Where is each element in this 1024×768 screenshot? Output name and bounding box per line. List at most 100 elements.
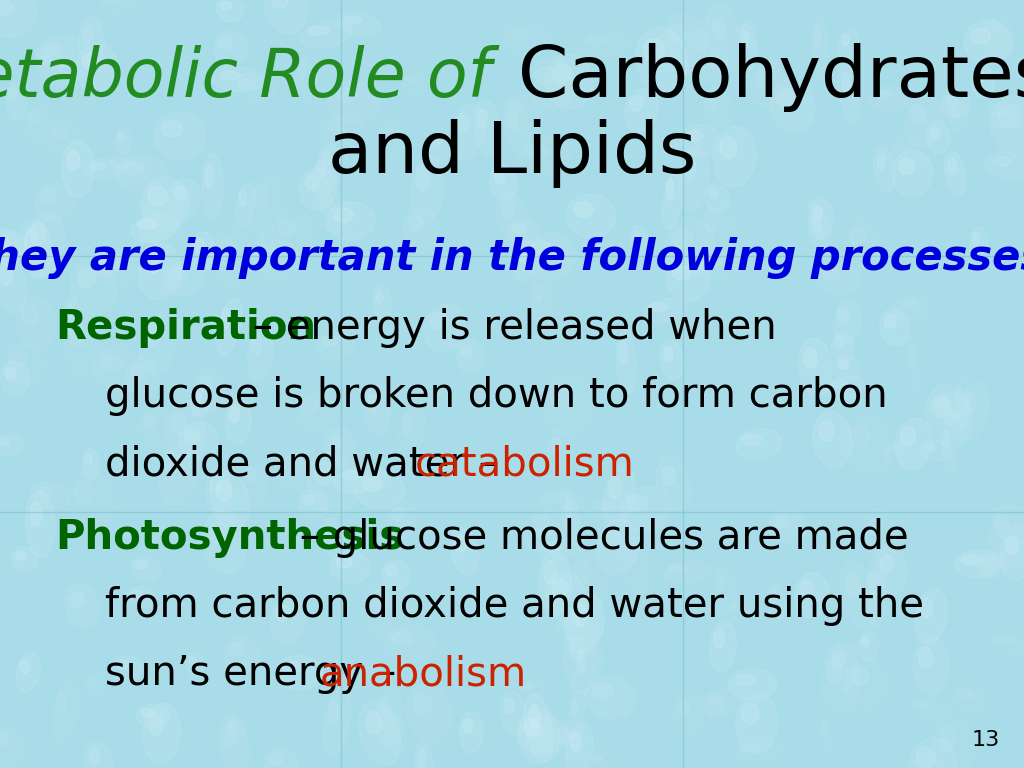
Ellipse shape <box>728 669 776 701</box>
Ellipse shape <box>85 743 113 768</box>
Text: glucose is broken down to form carbon: glucose is broken down to form carbon <box>105 376 888 416</box>
Ellipse shape <box>220 2 231 10</box>
Ellipse shape <box>532 515 550 525</box>
Ellipse shape <box>209 521 226 544</box>
Ellipse shape <box>524 684 534 690</box>
Ellipse shape <box>299 167 337 210</box>
Ellipse shape <box>460 711 483 753</box>
Ellipse shape <box>528 705 540 729</box>
Ellipse shape <box>0 255 27 313</box>
Ellipse shape <box>520 680 545 700</box>
Ellipse shape <box>926 121 950 153</box>
Ellipse shape <box>141 177 188 232</box>
Ellipse shape <box>243 458 266 506</box>
Ellipse shape <box>565 498 571 518</box>
Ellipse shape <box>43 41 61 53</box>
Ellipse shape <box>324 689 350 756</box>
Ellipse shape <box>30 502 42 526</box>
Ellipse shape <box>336 88 357 103</box>
Ellipse shape <box>229 407 240 422</box>
Ellipse shape <box>920 440 951 462</box>
Ellipse shape <box>667 179 674 200</box>
Ellipse shape <box>427 133 452 163</box>
Ellipse shape <box>11 546 38 572</box>
Ellipse shape <box>381 696 391 719</box>
Ellipse shape <box>673 266 690 280</box>
Ellipse shape <box>980 10 1014 58</box>
Ellipse shape <box>131 557 161 580</box>
Ellipse shape <box>67 151 80 170</box>
Ellipse shape <box>451 528 479 575</box>
Ellipse shape <box>219 71 241 80</box>
Ellipse shape <box>227 714 244 743</box>
Ellipse shape <box>913 637 949 694</box>
Text: Respiration: Respiration <box>55 308 316 348</box>
Ellipse shape <box>25 229 38 250</box>
Ellipse shape <box>567 690 587 741</box>
Ellipse shape <box>660 13 707 72</box>
Ellipse shape <box>403 207 439 253</box>
Ellipse shape <box>926 385 972 447</box>
Ellipse shape <box>62 315 110 379</box>
Ellipse shape <box>322 110 365 156</box>
Ellipse shape <box>522 233 577 280</box>
Ellipse shape <box>731 740 784 763</box>
Ellipse shape <box>720 137 737 158</box>
Ellipse shape <box>893 303 909 310</box>
Ellipse shape <box>934 715 973 768</box>
Ellipse shape <box>530 241 552 258</box>
Ellipse shape <box>841 561 878 629</box>
Ellipse shape <box>15 653 41 692</box>
Ellipse shape <box>293 48 317 106</box>
Ellipse shape <box>31 222 46 246</box>
Ellipse shape <box>981 557 993 566</box>
Ellipse shape <box>952 372 969 442</box>
Ellipse shape <box>551 385 572 406</box>
Ellipse shape <box>179 422 218 461</box>
Ellipse shape <box>36 486 52 495</box>
Ellipse shape <box>826 658 843 683</box>
Ellipse shape <box>115 128 131 154</box>
Ellipse shape <box>532 529 552 538</box>
Ellipse shape <box>863 509 897 559</box>
Ellipse shape <box>839 359 849 369</box>
Ellipse shape <box>958 690 973 699</box>
Ellipse shape <box>609 476 622 498</box>
Ellipse shape <box>751 60 794 110</box>
Ellipse shape <box>631 226 648 257</box>
Ellipse shape <box>847 573 860 598</box>
Ellipse shape <box>217 298 243 356</box>
Ellipse shape <box>739 744 760 752</box>
Ellipse shape <box>200 377 211 392</box>
Ellipse shape <box>535 284 543 303</box>
Ellipse shape <box>908 346 915 367</box>
Ellipse shape <box>215 238 233 259</box>
Ellipse shape <box>305 175 319 190</box>
Ellipse shape <box>573 201 593 217</box>
Ellipse shape <box>668 23 686 45</box>
Ellipse shape <box>118 133 124 142</box>
Ellipse shape <box>169 267 185 280</box>
Ellipse shape <box>407 684 453 742</box>
Ellipse shape <box>972 65 994 98</box>
Ellipse shape <box>770 80 815 133</box>
Ellipse shape <box>633 231 640 243</box>
Ellipse shape <box>665 217 715 276</box>
Ellipse shape <box>845 659 889 710</box>
Ellipse shape <box>101 0 133 14</box>
Ellipse shape <box>861 637 869 647</box>
Ellipse shape <box>834 300 860 345</box>
Ellipse shape <box>461 346 471 358</box>
Ellipse shape <box>162 120 182 137</box>
Ellipse shape <box>705 95 718 111</box>
Ellipse shape <box>222 307 230 328</box>
Ellipse shape <box>694 253 744 279</box>
Text: Photosynthesis: Photosynthesis <box>55 518 403 558</box>
Ellipse shape <box>548 429 573 475</box>
Ellipse shape <box>0 0 37 38</box>
Ellipse shape <box>795 573 829 618</box>
Ellipse shape <box>316 331 354 359</box>
Ellipse shape <box>882 438 925 468</box>
Ellipse shape <box>430 313 446 329</box>
Ellipse shape <box>223 635 260 675</box>
